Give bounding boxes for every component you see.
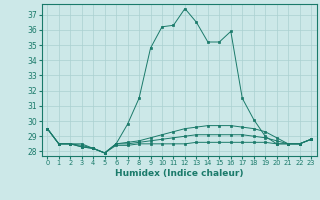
X-axis label: Humidex (Indice chaleur): Humidex (Indice chaleur) xyxy=(115,169,244,178)
